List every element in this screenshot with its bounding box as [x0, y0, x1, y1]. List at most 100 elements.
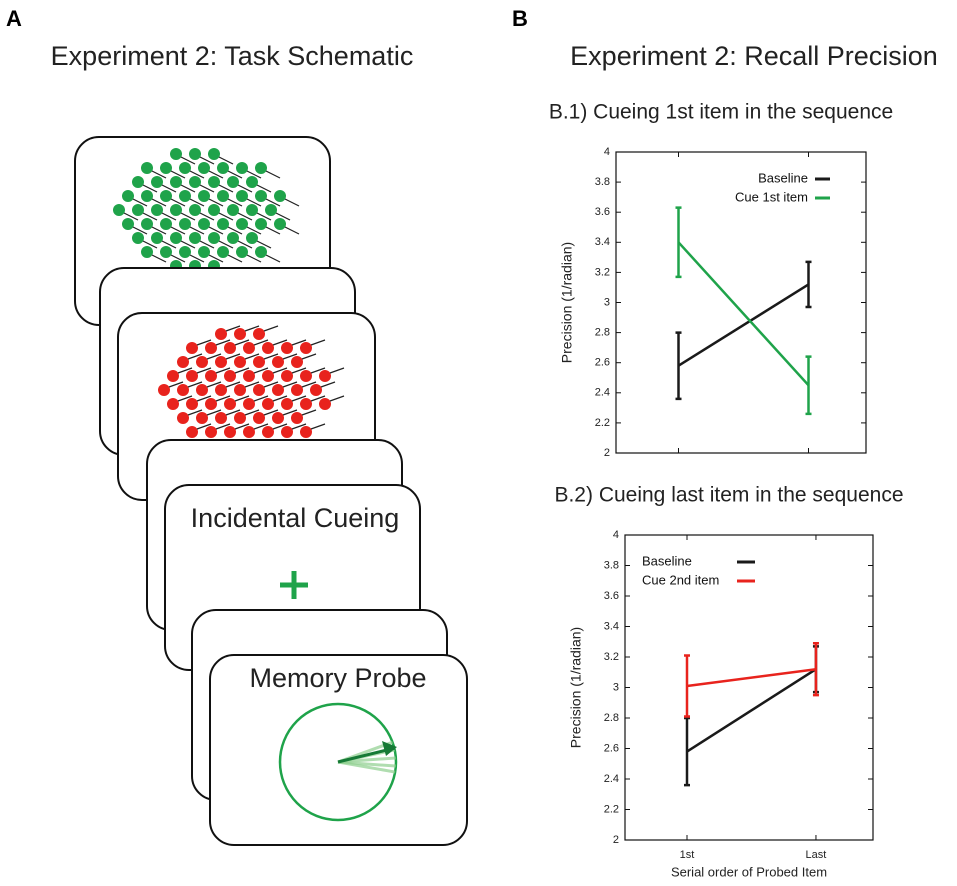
dot — [208, 148, 220, 160]
dot — [215, 328, 227, 340]
dot — [224, 398, 236, 410]
motion-arrow — [310, 395, 326, 402]
dot — [227, 232, 239, 244]
motion-arrow — [246, 170, 262, 179]
dot — [132, 204, 144, 216]
motion-arrow — [196, 339, 212, 346]
series-line — [686, 668, 817, 753]
y-tick-label: 3.2 — [595, 266, 610, 278]
dot — [281, 342, 293, 354]
dot — [205, 426, 217, 438]
dot — [224, 370, 236, 382]
motion-arrow — [189, 254, 205, 263]
dot — [227, 204, 239, 216]
card — [209, 654, 468, 846]
dot — [253, 328, 265, 340]
dot — [215, 356, 227, 368]
motion-arrow — [237, 240, 253, 249]
motion-arrow — [215, 395, 231, 402]
dot — [205, 398, 217, 410]
dot — [255, 162, 267, 174]
task-schematic: Incidental Cueing Memory Probe — [74, 136, 468, 846]
probe-text: Memory Probe — [249, 663, 426, 693]
error-bar — [805, 260, 812, 309]
dot — [160, 218, 172, 230]
motion-arrow — [151, 254, 167, 263]
dot — [224, 342, 236, 354]
motion-arrow — [208, 226, 224, 235]
dot — [170, 232, 182, 244]
x-tick-label: 1st — [680, 849, 695, 861]
motion-arrow — [244, 353, 260, 360]
motion-arrow — [206, 381, 222, 388]
y-tick-label: 2.8 — [595, 327, 610, 339]
motion-arrow — [218, 184, 234, 193]
motion-arrow — [282, 409, 298, 416]
motion-arrow — [123, 212, 139, 221]
motion-arrow — [265, 198, 281, 207]
dot — [253, 356, 265, 368]
motion-arrow — [180, 156, 196, 165]
motion-arrow — [253, 423, 269, 430]
motion-arrow — [272, 423, 288, 430]
motion-arrow — [227, 198, 243, 207]
motion-arrow — [284, 198, 300, 207]
dot — [167, 370, 179, 382]
dot — [160, 190, 172, 202]
dot — [179, 162, 191, 174]
dot — [224, 426, 236, 438]
dot — [151, 232, 163, 244]
motion-arrow — [253, 367, 269, 374]
motion-arrow — [180, 212, 196, 221]
dot — [274, 190, 286, 202]
motion-arrow — [196, 423, 212, 430]
motion-arrow — [272, 367, 288, 374]
dot — [141, 162, 153, 174]
dot — [113, 204, 125, 216]
motion-arrow — [265, 226, 281, 235]
motion-arrow — [142, 212, 158, 221]
motion-arrow — [272, 395, 288, 402]
dot — [179, 190, 191, 202]
x-axis-label: Serial order of Probed Item — [671, 864, 827, 879]
dot — [291, 384, 303, 396]
dot — [243, 370, 255, 382]
dot — [167, 398, 179, 410]
y-tick-label: 2.4 — [604, 773, 619, 785]
motion-arrow — [206, 353, 222, 360]
dot — [272, 384, 284, 396]
motion-arrow — [199, 212, 215, 221]
dot — [281, 426, 293, 438]
motion-arrow — [218, 240, 234, 249]
motion-arrow — [189, 226, 205, 235]
dot — [160, 246, 172, 258]
dot — [170, 148, 182, 160]
dot — [186, 370, 198, 382]
motion-arrow — [187, 381, 203, 388]
dot — [255, 190, 267, 202]
motion-arrow — [132, 198, 148, 207]
motion-arrow — [265, 170, 281, 179]
dot — [122, 218, 134, 230]
dot — [132, 232, 144, 244]
motion-arrow — [253, 339, 269, 346]
motion-arrow — [215, 423, 231, 430]
dot — [170, 204, 182, 216]
legend-label: Baseline — [642, 553, 692, 568]
dot — [189, 148, 201, 160]
motion-arrow — [234, 423, 250, 430]
y-tick-label: 2.8 — [604, 712, 619, 724]
dot — [177, 412, 189, 424]
motion-arrow — [282, 381, 298, 388]
panel-title: Experiment 2: Recall Precision — [570, 41, 938, 71]
y-tick-label: 3.8 — [595, 176, 610, 188]
y-tick-label: 2.6 — [604, 742, 619, 754]
motion-arrow — [246, 254, 262, 263]
y-tick-label: 3 — [613, 681, 619, 693]
legend-label: Baseline — [758, 170, 808, 185]
error-bar — [675, 206, 682, 279]
dot — [189, 232, 201, 244]
dot — [281, 370, 293, 382]
dot — [262, 426, 274, 438]
dot — [246, 176, 258, 188]
